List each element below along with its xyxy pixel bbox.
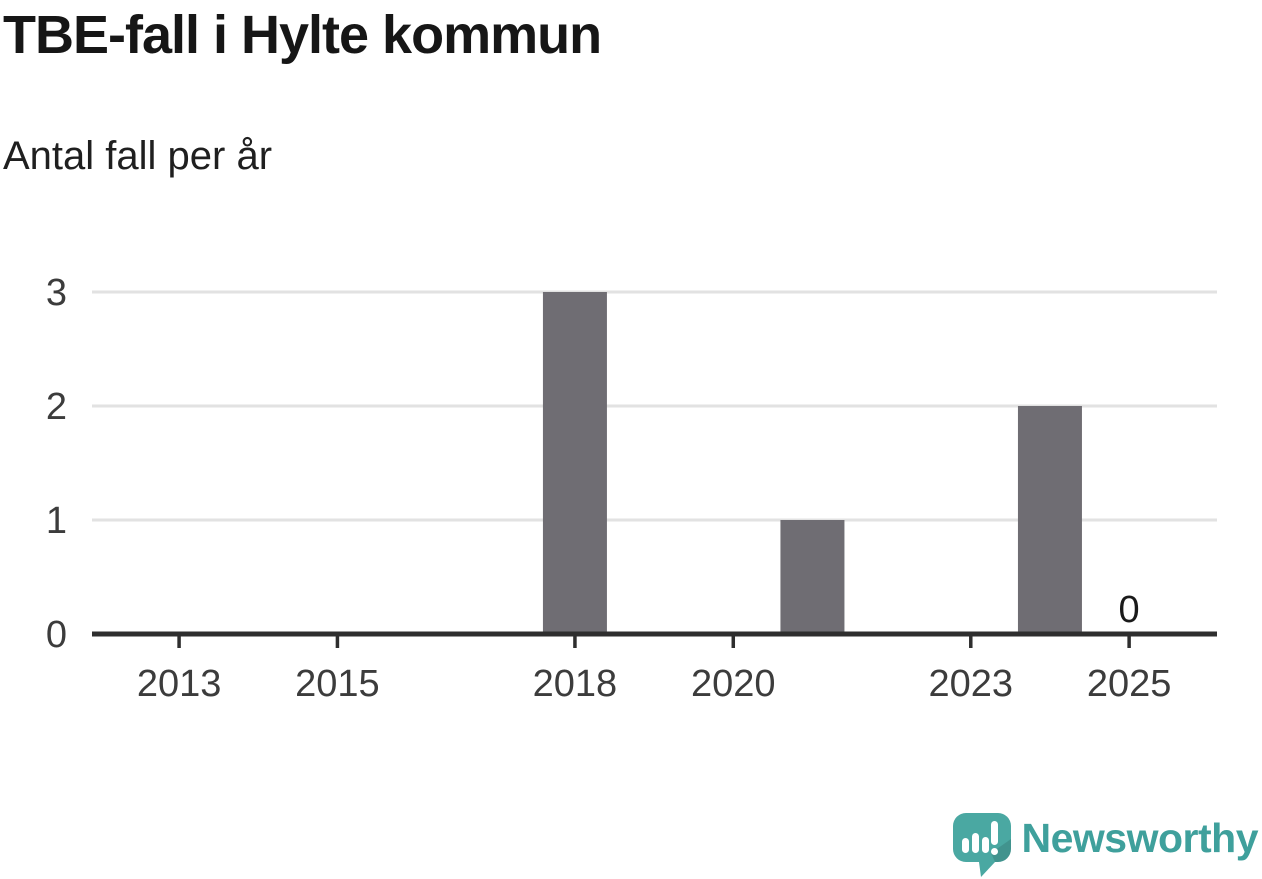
bar-chart: 0 1 2 3 2013 2015 2018 2020 2023 2025 0 xyxy=(46,272,1217,705)
y-axis-tick-label: 1 xyxy=(46,500,67,542)
bar-2018 xyxy=(542,292,607,634)
newsworthy-logo-icon xyxy=(952,813,1011,877)
y-axis-tick-label: 2 xyxy=(46,386,67,428)
x-axis-tick-label: 2015 xyxy=(295,663,380,705)
bar-2021 xyxy=(780,520,845,634)
y-axis-tick-label: 0 xyxy=(46,614,67,656)
x-axis-tick-label: 2025 xyxy=(1087,663,1172,705)
y-axis-tick-label: 3 xyxy=(46,272,67,314)
newsworthy-attribution: Newsworthy xyxy=(952,811,1259,879)
brand-name: Newsworthy xyxy=(1021,814,1259,861)
chart-title: TBE-fall i Hylte kommun xyxy=(3,5,602,65)
x-axis-tick-label: 2020 xyxy=(691,663,776,705)
chart-subtitle: Antal fall per år xyxy=(3,134,273,178)
bar-2024 xyxy=(1017,406,1082,634)
x-axis-tick-label: 2018 xyxy=(533,663,618,705)
x-axis-tick-label: 2013 xyxy=(137,663,222,705)
bar-value-annotation: 0 xyxy=(1119,589,1140,631)
x-axis-tick-label: 2023 xyxy=(929,663,1014,705)
